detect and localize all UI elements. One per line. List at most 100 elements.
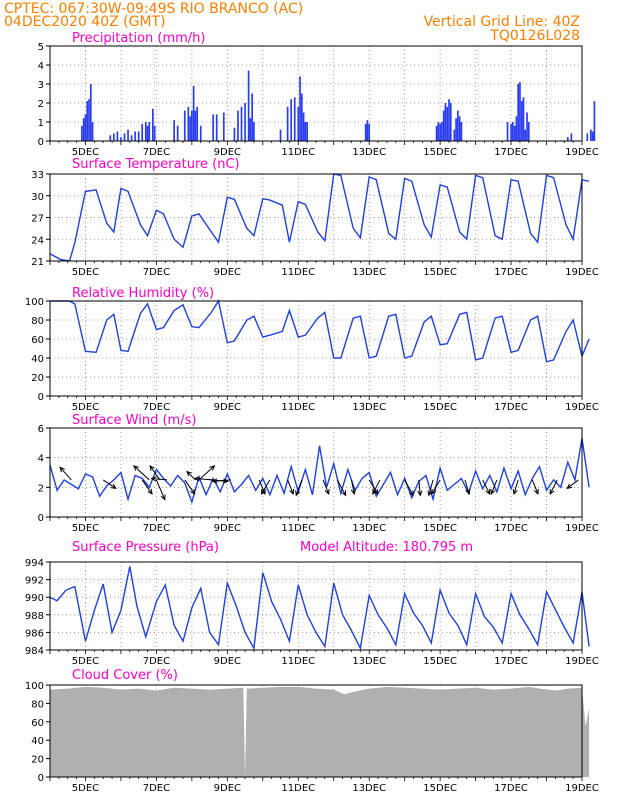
precip-bar [306,122,308,141]
wind-arrow-shaft [431,479,441,495]
wind-arrow [482,479,491,495]
panel-2: Surface Temperature (nC) 21 24 27 30 33 5DEC 7D… [31,157,599,278]
precip-bar [449,103,452,141]
precip-bar [173,120,175,141]
precip-bar [144,122,147,141]
panel-frame [49,561,583,651]
wind-arrow-shaft [566,479,579,489]
wind-arrow-head [549,488,555,495]
wind-arrow [531,479,539,495]
y-tick-label: 2 [38,483,44,494]
x-tick-label: 15DEC [423,402,457,413]
precip-bar [189,116,191,141]
precip-bar [593,101,596,141]
wind-arrow-head [512,488,518,496]
y-tick-label: 80 [31,699,44,710]
panels-group: Precipitation (mm/h) 0 1 2 3 4 5 5DEC 7DEC 9DEC 11… [25,31,599,794]
wind-arrow-shaft [513,479,519,495]
wind-arrow-shaft [59,466,72,481]
x-tick-label: 5DEC [72,267,99,278]
wind-arrow [427,479,434,497]
precip-bar [519,82,521,141]
y-tick-label: 2 [38,99,44,110]
header-model-code: TQ0126L028 [489,28,580,44]
wind-arrow-shaft [482,479,491,495]
precip-bar [590,129,592,141]
y-tick-label: 5 [38,42,44,53]
x-tick-label: 9DEC [214,783,241,794]
precip-bar [439,123,441,141]
wind-arrow-shaft [184,479,195,495]
y-tick-label: 33 [31,170,44,181]
x-tick-label: 19DEC [565,402,599,413]
precip-bar [251,93,254,141]
wind-arrow-head [222,478,229,484]
header-location: CPTEC: 067:30W-09:49S RIO BRANCO (AC) [4,1,303,17]
wind-arrow [141,479,153,495]
precip-bar [152,108,154,141]
panel-frame [49,45,583,142]
precip-bar [112,133,115,141]
x-tick-label: 9DEC [214,656,241,667]
wind-arrow-head [59,466,65,473]
wind-arrow-head [427,490,433,497]
precip-bar [233,127,236,141]
precip-bar [137,131,140,141]
y-tick-label: 20 [31,755,44,766]
wind-arrow-head [289,488,295,495]
model-altitude: Model Altitude: 180.795 m [300,540,473,555]
precip-bar [134,131,136,141]
precip-bar [566,137,569,141]
x-tick-label: 19DEC [565,783,599,794]
wind-arrow-shaft [549,479,558,495]
cloud-cover-area [50,686,590,777]
precip-bar [304,122,307,141]
x-tick-label: 5DEC [72,523,99,534]
wind-arrow-head [490,488,496,495]
x-tick-label: 15DEC [423,267,457,278]
panel-3: Relative Humidity (%) 0 20 40 60 80 100 5DEC 7DE… [25,286,599,413]
precip-bar [237,110,239,141]
wind-arrow [186,470,196,481]
precip-bar [146,125,149,141]
wind-arrow-shaft [133,465,150,481]
precip-bar [368,123,371,141]
precip-bar [517,84,520,141]
y-tick-label: 4 [38,61,44,72]
precip-bar [364,123,367,141]
y-tick-label: 6 [38,424,44,435]
wind-arrow-shaft [261,479,271,495]
y-tick-label: 24 [31,235,44,246]
x-tick-label: 17DEC [494,267,528,278]
wind-arrow-head [341,490,347,497]
wind-arrow-head [485,488,491,495]
precip-bar [437,122,440,141]
x-tick-label: 13DEC [352,783,386,794]
wind-arrow-shaft [428,479,434,496]
series-line [49,173,590,262]
wind-arrow-head [431,488,437,495]
panel-title: Cloud Cover (%) [72,668,178,683]
wind-arrow-head [295,490,301,497]
y-tick-label: 3 [38,80,44,91]
wind-arrow [549,479,558,495]
precip-bar [199,125,202,141]
precip-bar [435,125,438,141]
y-tick-label: 100 [25,681,44,692]
wind-arrow-shaft [258,479,266,495]
precip-bar [130,135,133,141]
panel-title: Surface Pressure (hPa) [72,540,219,555]
precip-bar [215,114,218,141]
wind-arrow-head [372,488,378,495]
wind-arrow-shaft [155,479,166,500]
precip-bar [89,84,92,141]
wind-arrow [512,479,519,496]
wind-arrow-head [186,470,192,477]
y-tick-label: 27 [31,214,44,225]
precip-bar [586,133,589,141]
wind-arrow-shaft [350,479,355,495]
wind-arrow [490,479,498,495]
x-tick-label: 7DEC [143,402,170,413]
wind-arrow [155,479,166,501]
precip-bar [458,116,461,141]
